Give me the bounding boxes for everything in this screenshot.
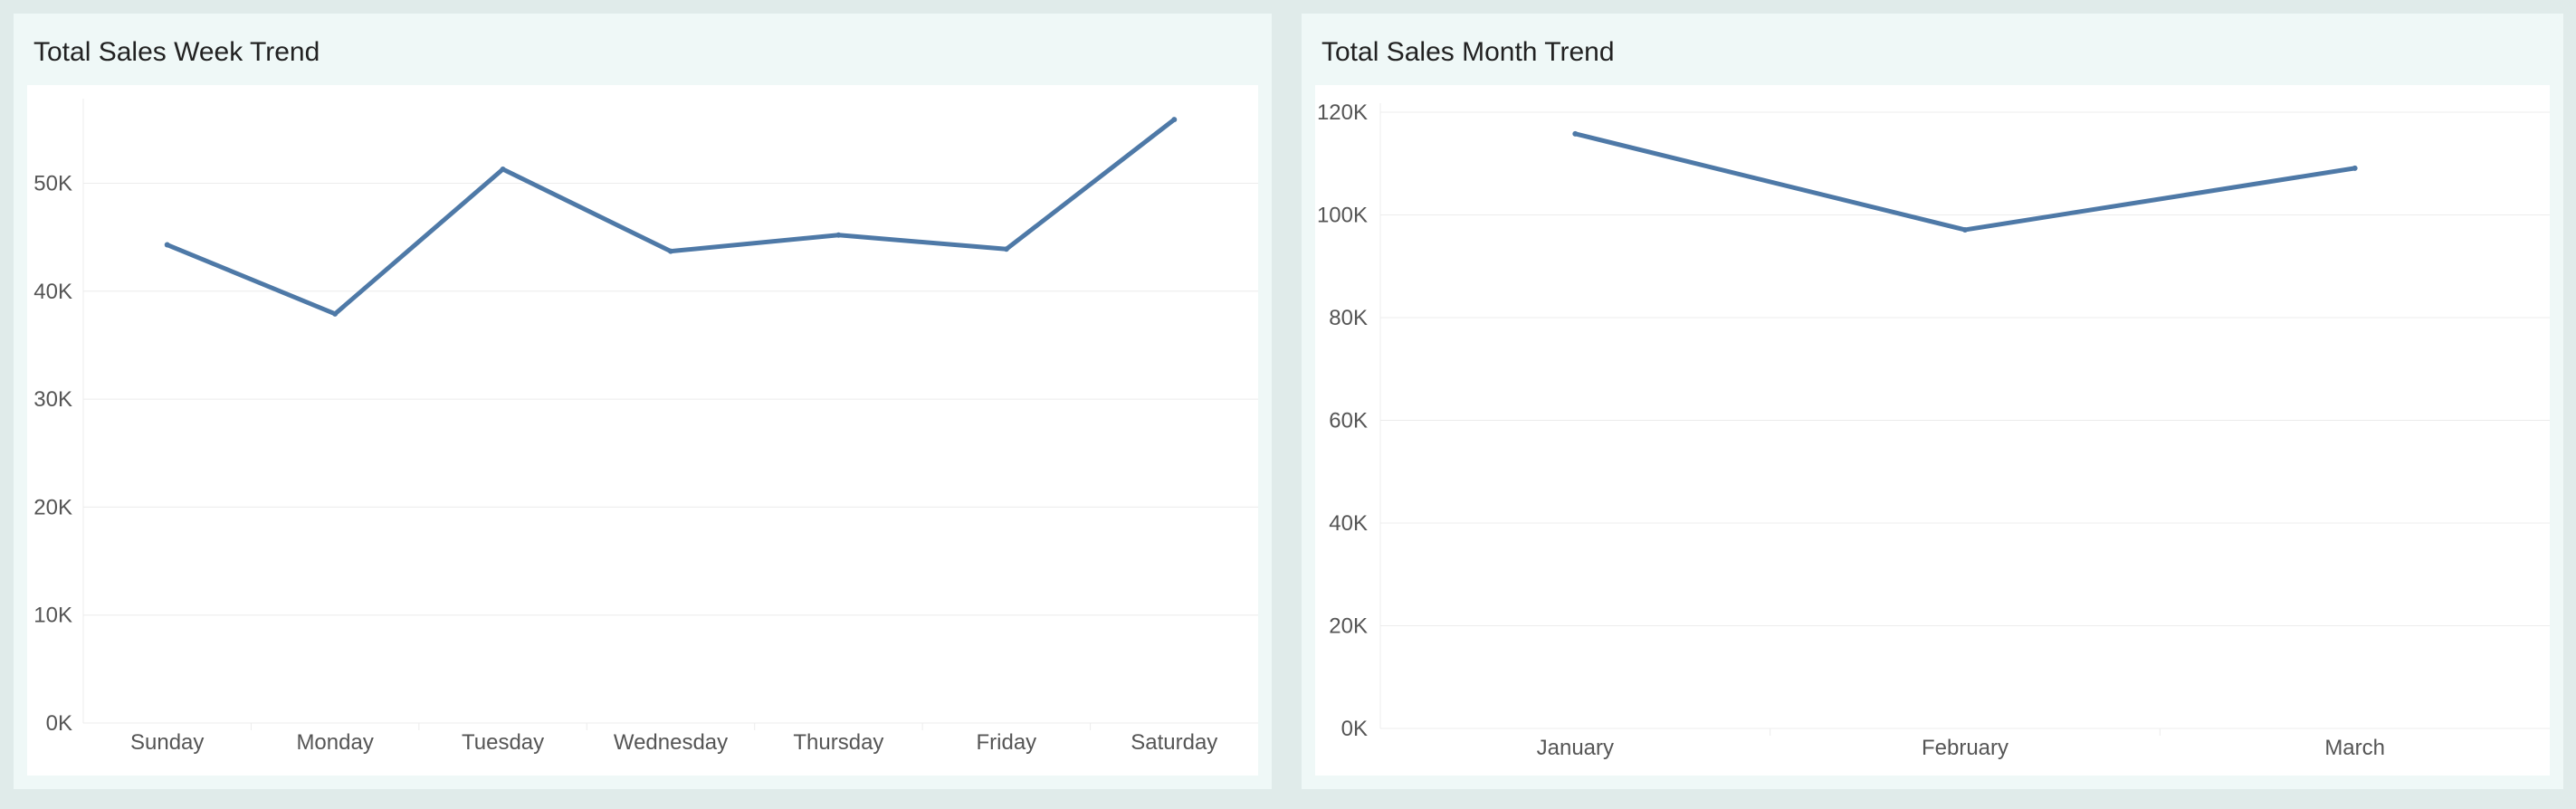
data-point[interactable] (1572, 130, 1579, 137)
data-point[interactable] (835, 232, 842, 238)
x-tick-label: Thursday (793, 730, 883, 755)
x-tick-label: Wednesday (614, 730, 728, 755)
x-tick-label: Sunday (130, 730, 204, 755)
series-line (165, 117, 1177, 317)
week-chart-title: Total Sales Week Trend (33, 37, 320, 67)
data-point[interactable] (164, 242, 170, 248)
y-tick-label: 100K (1317, 204, 1368, 228)
series-line (1572, 131, 2358, 233)
data-point[interactable] (1003, 246, 1009, 252)
week-plot-area: 0K 10K 20K 30K 40K 50K Sunday Monday Tuesday Wedn… (27, 85, 1258, 776)
y-tick-label: 80K (1329, 306, 1368, 330)
data-point[interactable] (668, 248, 673, 254)
x-tick-label: January (1537, 736, 1614, 760)
x-tick-label: March (2324, 736, 2385, 760)
y-tick-label: 10K (33, 604, 72, 628)
month-trend-panel: Total Sales Month Trend 0K 20K 40K 60K 80K 10… (1302, 14, 2563, 789)
x-tick-label: Friday (977, 730, 1037, 755)
data-point[interactable] (1962, 226, 1968, 233)
y-tick-label: 0K (46, 711, 72, 736)
week-trend-panel: Total Sales Week Trend 0K 10K 20K 30K 40K 50K… (14, 14, 1272, 789)
data-point[interactable] (1171, 117, 1178, 123)
y-tick-label: 0K (1341, 717, 1368, 741)
y-tick-label: 50K (33, 172, 72, 196)
data-point[interactable] (2352, 165, 2358, 171)
y-tick-label: 30K (33, 387, 72, 412)
x-tick-label: Tuesday (462, 730, 544, 755)
data-point[interactable] (500, 167, 506, 172)
x-tick-label: Monday (296, 730, 373, 755)
week-line-chart: 0K 10K 20K 30K 40K 50K Sunday Monday Tuesday Wedn… (33, 99, 1258, 755)
month-plot-area: 0K 20K 40K 60K 80K 100K 120K January February Mar… (1315, 85, 2550, 776)
x-tick-label: Saturday (1131, 730, 1217, 755)
y-tick-label: 20K (33, 495, 72, 519)
y-tick-label: 60K (1329, 409, 1368, 433)
y-tick-label: 20K (1329, 614, 1368, 639)
y-tick-label: 40K (33, 280, 72, 304)
y-tick-label: 120K (1317, 100, 1368, 125)
month-line-chart: 0K 20K 40K 60K 80K 100K 120K January February Mar… (1317, 100, 2550, 760)
data-point[interactable] (332, 310, 339, 317)
x-tick-label: February (1922, 736, 2008, 760)
month-chart-title: Total Sales Month Trend (1321, 37, 1615, 67)
y-tick-label: 40K (1329, 511, 1368, 536)
